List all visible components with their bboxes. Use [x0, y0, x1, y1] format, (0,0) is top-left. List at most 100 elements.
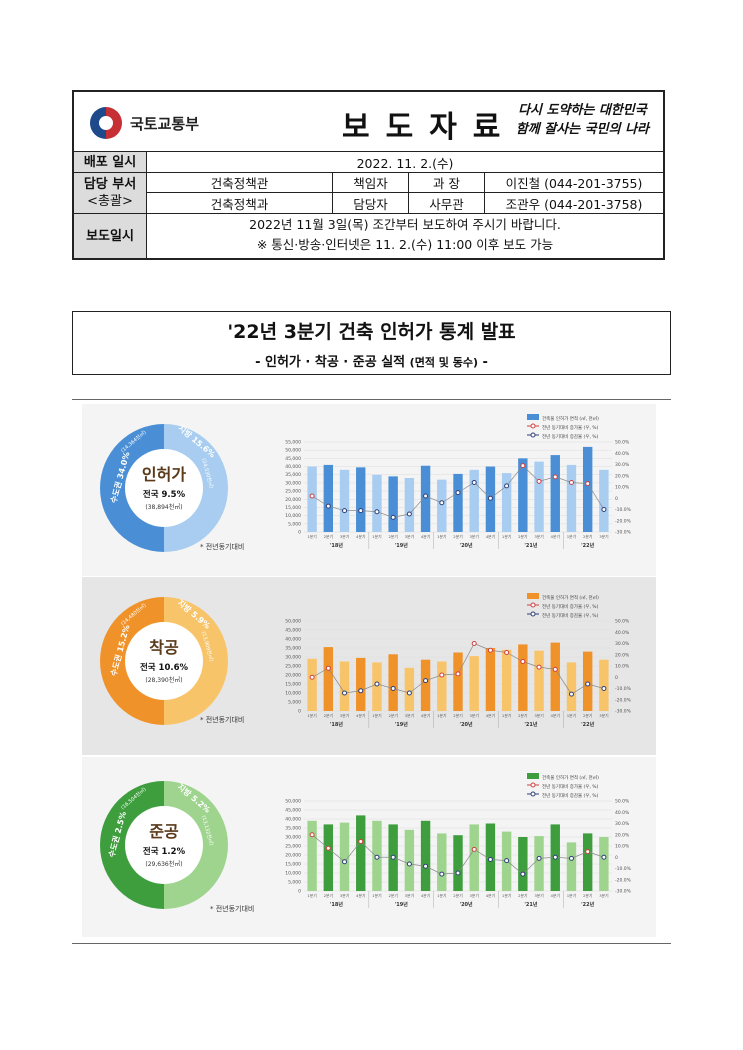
y2-tick-label: 20.0%: [615, 832, 630, 838]
taegeuk-icon: [90, 107, 122, 139]
y-tick-label: 15,000: [285, 682, 301, 688]
bar: [469, 824, 479, 891]
bar: [404, 478, 415, 532]
chart-svg: 건축물 인허가 면적 (㎡, 천㎡) 전년 동기대비 증가율 (우, %) 전년 동…: [285, 773, 632, 908]
y2-tick-label: 40.0%: [615, 451, 630, 457]
decrease-point: [601, 854, 607, 860]
x-tick-label: 3분기: [340, 534, 349, 539]
decrease-point: [342, 690, 348, 696]
panel-2: 착공 전국 10.6% (28,390천㎡) 수도권 15.2% (14,480천㎡) 지…: [82, 577, 656, 755]
x-tick-label: 1분기: [372, 893, 381, 898]
x-tick-label: 3분기: [534, 713, 543, 718]
y2-tick-label: 10.0%: [615, 485, 630, 491]
group-label: '19년: [395, 721, 408, 728]
decrease-point: [585, 681, 591, 687]
increase-point: [455, 671, 461, 677]
donut-center: 착공 전국 10.6% (28,390천㎡): [125, 622, 203, 700]
bar: [501, 649, 512, 711]
bar: [437, 661, 447, 711]
segment-left-value: (14,364천㎡): [120, 429, 148, 455]
x-tick-label: 1분기: [372, 713, 381, 718]
y-tick-label: 15,000: [285, 505, 301, 511]
increase-point: [536, 664, 542, 670]
headline-subtitle-end: -: [482, 355, 488, 370]
role-1-title: 과 장: [409, 173, 485, 192]
y2-tick-label: 50.0%: [615, 440, 630, 446]
donut-center: 인허가 전국 9.5% (38,894천㎡): [125, 449, 203, 527]
x-tick-label: 4분기: [551, 534, 560, 539]
group-label: '22년: [581, 542, 594, 549]
decrease-point: [423, 493, 429, 499]
panel-3: 준공 전국 1.2% (29,636천㎡) 수도권 2.5% (16,504천㎡) 지방 …: [82, 757, 656, 937]
legend-bar-swatch: [527, 773, 539, 779]
increase-point: [358, 839, 364, 844]
decrease-point: [552, 854, 558, 860]
x-tick-label: 3분기: [470, 534, 479, 539]
decrease-point: [504, 483, 510, 489]
bar: [550, 455, 560, 532]
bar: [420, 465, 431, 532]
divider-bottom: [72, 943, 671, 944]
x-tick-label: 4분기: [486, 534, 495, 539]
bar: [307, 466, 317, 532]
contact-row-1: 건축정책관 책임자 과 장 이진철 (044-201-3755): [147, 173, 663, 193]
x-tick-label: 4분기: [356, 713, 365, 718]
donut-center: 준공 전국 1.2% (29,636천㎡): [125, 806, 203, 884]
decrease-point: [487, 857, 493, 862]
bar: [534, 836, 544, 891]
y-tick-label: 5,000: [288, 521, 301, 527]
bar: [307, 658, 317, 711]
y-tick-label: 45,000: [285, 808, 301, 814]
x-tick-label: 4분기: [551, 893, 560, 898]
bar: [453, 473, 463, 532]
y-tick-label: 35,000: [285, 646, 301, 652]
legend-marker: [530, 611, 536, 617]
y2-tick-label: -10.0%: [615, 686, 632, 692]
y2-tick-label: -30.0%: [615, 530, 632, 536]
national-area: (28,390천㎡): [145, 677, 183, 684]
bar: [339, 822, 350, 891]
x-tick-label: 2분기: [583, 893, 592, 898]
y2-tick-label: 30.0%: [615, 641, 630, 647]
bar: [420, 659, 431, 711]
decrease-point: [390, 854, 396, 860]
decrease-point: [374, 854, 380, 860]
group-label: '18년: [330, 901, 343, 908]
legend-label: 전년 동기대비 증감율 (우, %): [542, 792, 599, 799]
group-label: '21년: [524, 901, 537, 908]
bar: [404, 829, 415, 891]
release-label: 보도일시: [74, 214, 147, 258]
decrease-point: [601, 507, 607, 512]
group-label: '20년: [460, 721, 473, 728]
y2-tick-label: 50.0%: [615, 799, 630, 805]
donut-chart: 착공 전국 10.6% (28,390천㎡) 수도권 15.2% (14,480천㎡) 지…: [100, 597, 228, 725]
x-tick-label: 4분기: [421, 713, 430, 718]
x-tick-label: 2분기: [518, 713, 527, 718]
dept-1: 건축정책관: [147, 173, 333, 192]
x-tick-label: 1분기: [567, 534, 576, 539]
dept-sublabel: <총괄>: [87, 194, 133, 209]
increase-point: [520, 463, 526, 469]
decrease-point: [504, 858, 510, 864]
x-tick-label: 3분기: [599, 893, 608, 898]
bar: [307, 820, 317, 891]
legend-label: 건축물 인허가 면적 (㎡, 천㎡): [542, 415, 599, 422]
bar: [566, 842, 577, 891]
footnote: * 전년동기대비: [200, 543, 245, 551]
y-tick-label: 0: [298, 530, 301, 536]
bar: [566, 662, 577, 711]
y2-tick-label: 10.0%: [615, 844, 630, 850]
increase-point: [309, 674, 315, 680]
bar: [323, 464, 334, 532]
footnote: * 전년동기대비: [210, 905, 255, 913]
x-tick-label: 2분기: [583, 713, 592, 718]
increase-point: [471, 641, 477, 646]
press-release-header: 국토교통부 보도자료 다시 도약하는 대한민국 함께 잘사는 국민의 나라 배포…: [72, 90, 665, 260]
y2-tick-label: 30.0%: [615, 462, 630, 468]
donut-title: 착공: [149, 638, 179, 657]
x-tick-label: 4분기: [486, 713, 495, 718]
x-tick-label: 3분기: [599, 713, 608, 718]
decrease-point: [406, 690, 412, 696]
y-tick-label: 45,000: [285, 456, 301, 462]
distribution-date: 2022. 11. 2.(수): [356, 155, 454, 171]
